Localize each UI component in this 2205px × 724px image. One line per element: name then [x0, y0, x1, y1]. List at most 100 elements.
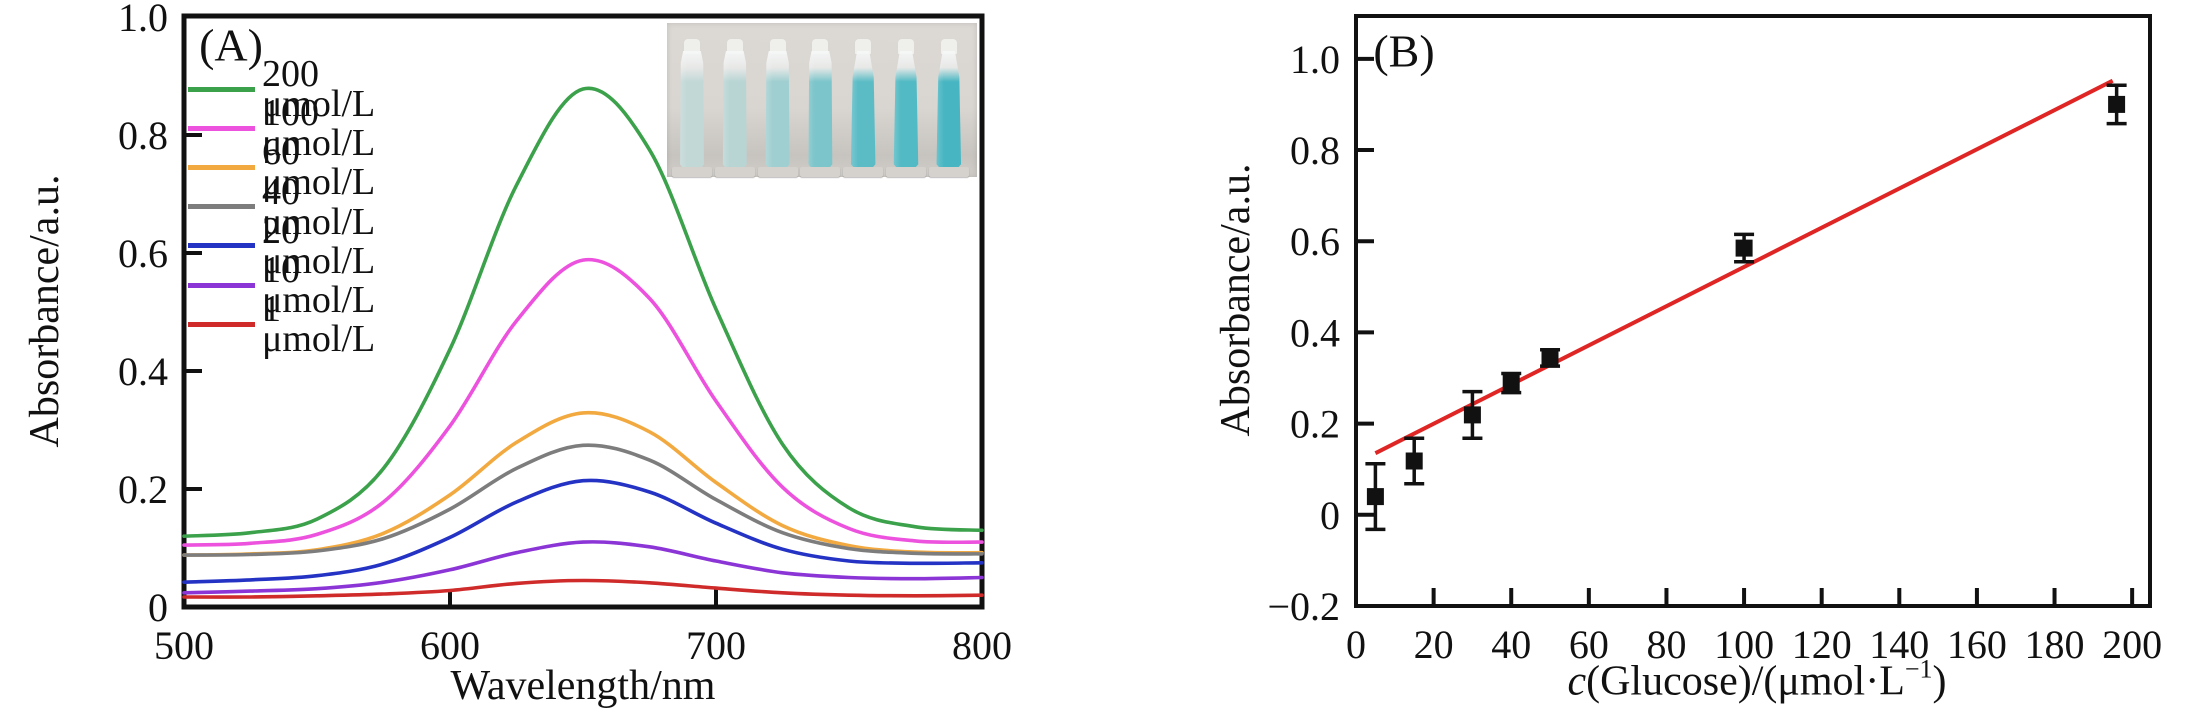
tube-cap [898, 39, 914, 54]
spectrum-curve-100 [182, 257, 984, 547]
legend-color-swatch [188, 321, 255, 327]
legend-label: 20 μmol/L [262, 209, 376, 282]
legend-item-200: 200 μmol/L [188, 55, 375, 123]
y-tick-label: 0.6 [118, 231, 168, 276]
x-title-variable: c [1567, 658, 1587, 705]
spectrum-curve-1 [182, 578, 984, 599]
legend-label: 60 μmol/L [262, 131, 376, 204]
sample-tube-7 [928, 39, 969, 177]
y-tick-label: 1.0 [1290, 37, 1340, 82]
y-tick-label: 0.8 [1290, 128, 1340, 173]
legend-label: 10 μmol/L [262, 249, 376, 321]
x-tick-label: 500 [154, 623, 214, 668]
y-tick-label: 1.0 [118, 0, 168, 40]
tube-cap [726, 39, 743, 54]
sample-tube-6 [886, 39, 926, 177]
tube-base [886, 167, 926, 177]
x-tick-label: 140 [1869, 622, 1929, 667]
plot-frame [181, 13, 985, 610]
legend-color-swatch [188, 243, 255, 249]
tube-liquid [765, 51, 790, 169]
data-point [1541, 349, 1559, 367]
y-tick-label: 0.2 [118, 467, 168, 512]
panel-b-x-axis-title: c(Glucose)/(μmol·L−1) [1567, 654, 1947, 706]
panel-a-letter: (A) [199, 19, 263, 71]
panel-a-y-axis-title: Absorbance/a.u. [22, 174, 68, 448]
y-tick-label: 0.4 [118, 349, 168, 394]
tube-cap [812, 39, 829, 54]
data-point [1405, 452, 1423, 470]
tube-cap [940, 39, 957, 54]
sample-tube-2 [714, 39, 755, 177]
tube-liquid [936, 51, 962, 169]
y-tick-label: 0.2 [1290, 402, 1340, 447]
x-tick-label: 200 [2102, 622, 2162, 667]
data-point [1502, 374, 1520, 392]
legend-item-20: 20 μmol/L [188, 212, 375, 280]
legend-color-swatch [188, 204, 255, 210]
legend-color-swatch [188, 86, 255, 92]
y-tick-label: 0 [1320, 493, 1340, 538]
tube-base [672, 167, 712, 177]
tube-base [928, 167, 969, 177]
x-tick-label: 800 [952, 623, 1012, 668]
tube-liquid [808, 51, 833, 169]
tube-liquid [680, 51, 704, 169]
panel-b-axes: 0 20 40 60 80 100 120 140 160 180 200−0.200.20.40.… [1267, 14, 2162, 667]
x-tick-label: 80 [1646, 622, 1686, 667]
tube-base [714, 167, 755, 177]
x-tick-label: 40 [1491, 622, 1531, 667]
spectrum-curve-20 [182, 478, 984, 584]
spectrum-curve-200 [182, 86, 984, 538]
legend-label: 40 μmol/L [262, 170, 376, 243]
legend-item-40: 40 μmol/L [188, 173, 375, 241]
sample-tube-3 [757, 39, 798, 177]
panel-a-axes: 500 600 700 800 0 0.2 0.4 0.6 0.8 1.0 [118, 0, 1012, 668]
data-point [2108, 95, 2126, 113]
plot-frame [1354, 14, 2152, 608]
x-tick-label: 180 [2025, 622, 2085, 667]
x-title-main: (Glucose)/(μmol·L [1586, 658, 1905, 705]
spectrum-curve-10 [182, 540, 984, 595]
y-tick-label: 0.8 [118, 113, 168, 158]
x-tick-label: 60 [1569, 622, 1609, 667]
legend-label: 200 μmol/L [262, 53, 376, 125]
panel-b-letter: (B) [1373, 25, 1435, 77]
tube-base [800, 167, 841, 177]
data-point [1463, 406, 1481, 424]
legend-item-10: 10 μmol/L [188, 251, 375, 319]
x-title-superscript: −1 [1904, 654, 1933, 684]
legend-color-swatch [188, 125, 255, 131]
tube-base [843, 167, 884, 177]
sample-tube-5 [843, 39, 884, 177]
panel-a-inset-photo [667, 23, 977, 177]
tube-cap [855, 39, 872, 54]
x-tick-label: 100 [1714, 622, 1774, 667]
legend-color-swatch [188, 164, 255, 170]
tube-liquid [893, 51, 919, 169]
legend-item-1: 1 μmol/L [188, 290, 375, 358]
y-tick-label: 0.6 [1290, 219, 1340, 264]
legend-color-swatch [188, 282, 255, 288]
legend-item-100: 100 μmol/L [188, 94, 375, 162]
tube-cap [684, 39, 700, 54]
panel-b-y-axis-title: Absorbance/a.u. [1213, 163, 1259, 437]
x-tick-label: 120 [1792, 622, 1852, 667]
y-tick-label: 0 [148, 585, 168, 630]
spectrum-curve-40 [182, 443, 984, 557]
x-tick-label: 20 [1414, 622, 1454, 667]
legend-item-60: 60 μmol/L [188, 133, 375, 201]
y-tick-label: 0.4 [1290, 310, 1340, 355]
tube-base [757, 167, 798, 177]
x-title-close: ) [1932, 658, 1947, 705]
x-tick-label: 700 [686, 623, 746, 668]
x-tick-label: 160 [1947, 622, 2007, 667]
sample-tube-4 [800, 39, 841, 177]
legend-label: 100 μmol/L [262, 92, 376, 165]
y-tick-label: −0.2 [1267, 584, 1340, 629]
data-point [1735, 239, 1753, 257]
legend-label: 1 μmol/L [262, 288, 376, 361]
panel-a-x-axis-title: Wavelength/nm [450, 663, 716, 709]
